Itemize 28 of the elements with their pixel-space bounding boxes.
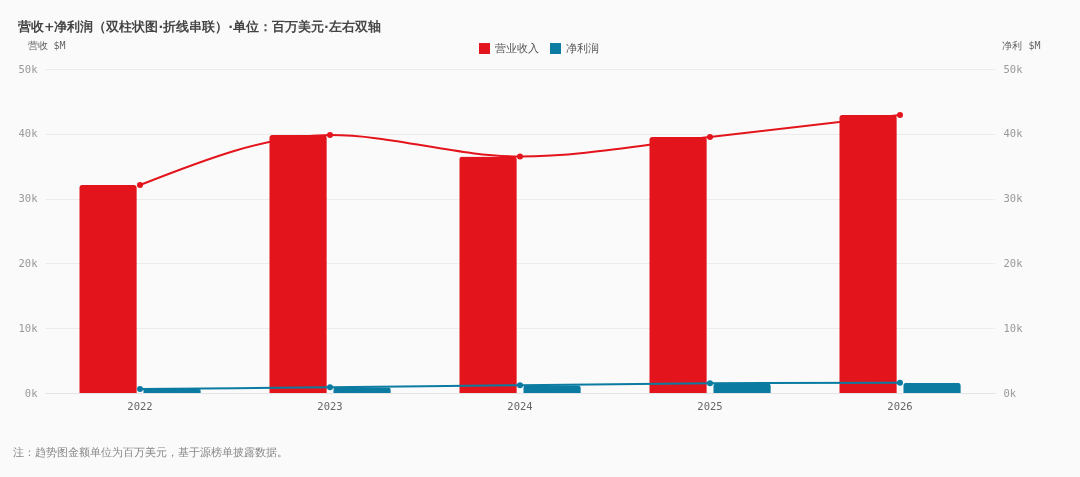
point — [517, 153, 523, 160]
y2-tick-label: 50k — [1003, 62, 1024, 75]
point — [897, 112, 903, 118]
chart-title: 营收+净利润（双柱状图·折线串联）·单位：百万美元·左右双轴 — [18, 19, 381, 36]
x-tick-label: 2026 — [887, 399, 913, 412]
y2-axis-title: 净利 $M — [1002, 39, 1041, 51]
y-axis-title: 营收 $M — [27, 39, 66, 51]
legend-label: 营业收入 — [495, 41, 539, 55]
y-tick-label: 20k — [18, 256, 39, 269]
point — [137, 182, 143, 188]
y-tick-label: 40k — [18, 127, 39, 140]
x-tick-label: 2022 — [127, 399, 153, 412]
text: 注：趋势图金额单位为百万美元，基于源榜单披露数据。 — [13, 445, 288, 460]
point — [327, 132, 333, 139]
y-tick-label: 0k — [24, 386, 39, 399]
y2-tick-label: 20k — [1003, 256, 1024, 269]
x-tick-label: 2025 — [697, 399, 723, 412]
y2-tick-label: 10k — [1003, 321, 1024, 334]
x-tick-label: 2024 — [507, 399, 533, 412]
y-tick-label: 10k — [18, 321, 39, 334]
y2-tick-label: 0k — [1003, 386, 1017, 399]
y-tick-label: 30k — [18, 192, 39, 205]
x-tick-label: 2023 — [317, 399, 343, 412]
point — [707, 134, 713, 141]
y2-tick-label: 40k — [1003, 127, 1024, 140]
legend-label: 净利润 — [566, 41, 599, 55]
y2-tick-label: 30k — [1003, 192, 1024, 205]
y-tick-label: 50k — [18, 62, 39, 75]
